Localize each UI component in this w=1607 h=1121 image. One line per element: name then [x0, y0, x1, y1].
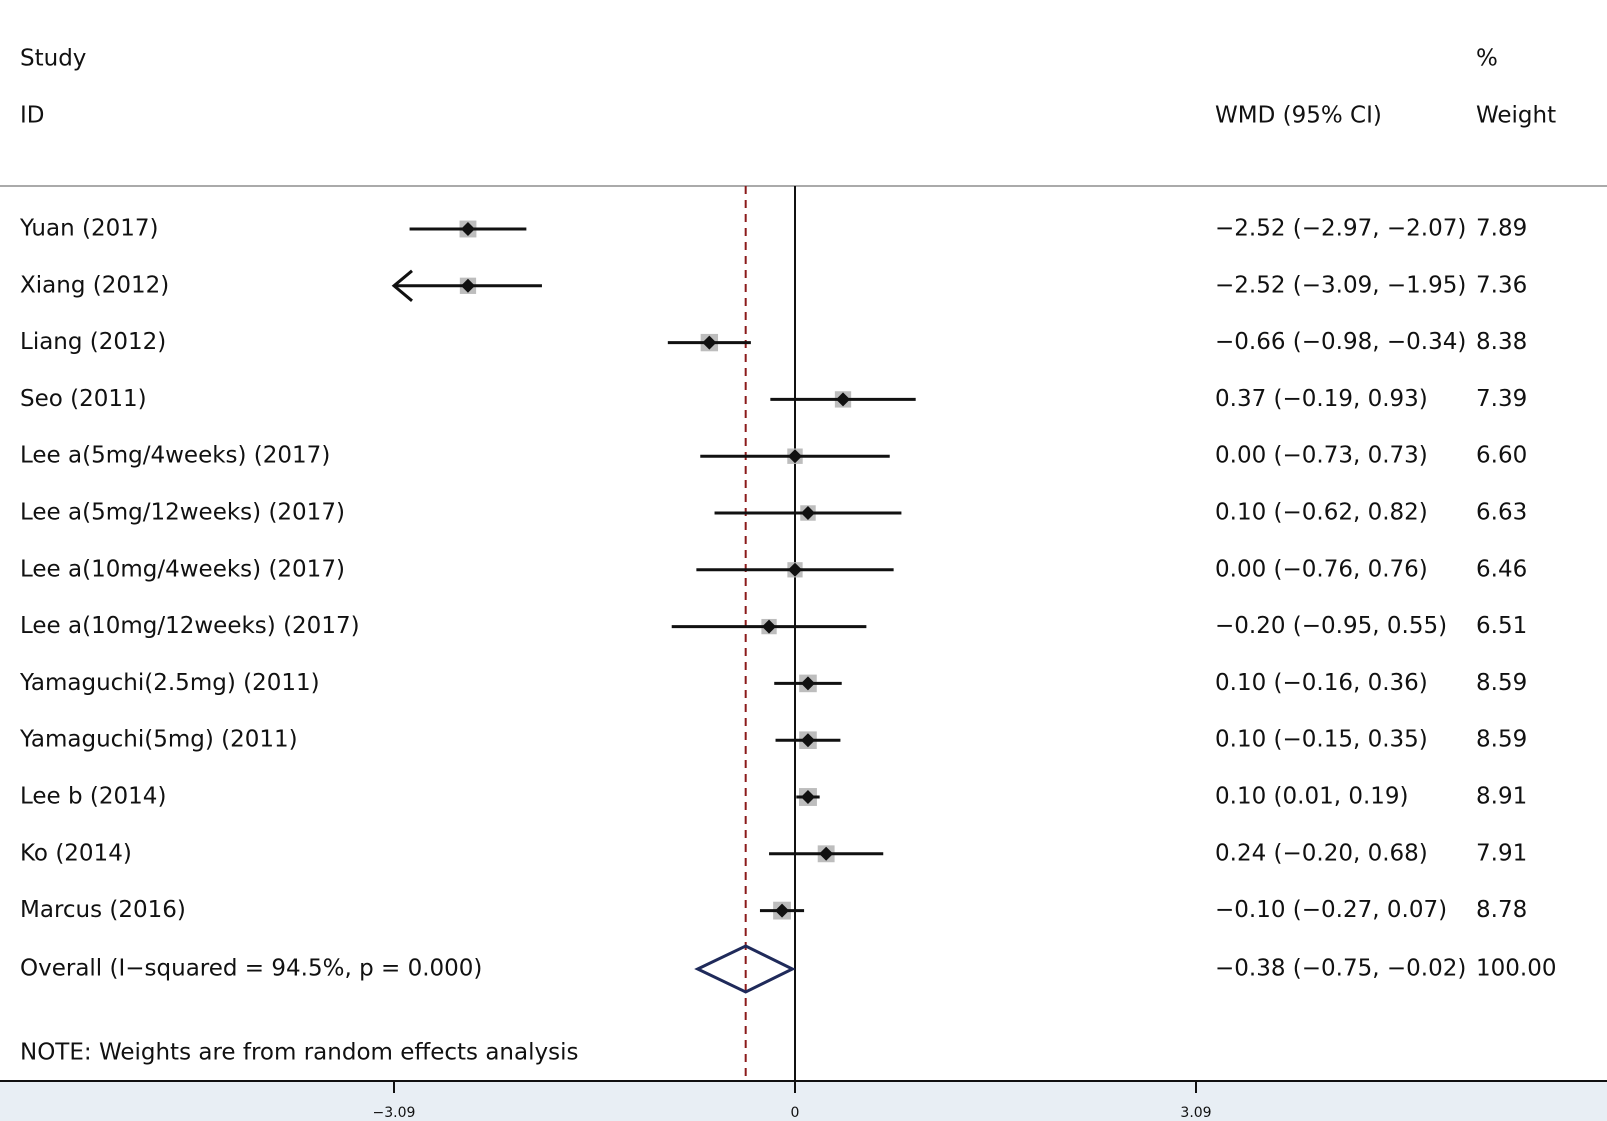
- weight-label: 7.89: [1476, 216, 1527, 242]
- header-percent: %: [1476, 46, 1498, 72]
- ci-label: −0.66 (−0.98, −0.34): [1215, 329, 1466, 355]
- ci-label: 0.00 (−0.76, 0.76): [1215, 556, 1428, 582]
- header-id: ID: [20, 103, 45, 129]
- weight-label: 8.38: [1476, 329, 1527, 355]
- overall-weight-label: 100.00: [1476, 956, 1556, 982]
- study-name: Lee a(10mg/4weeks) (2017): [20, 556, 345, 582]
- header-weight: Weight: [1476, 103, 1556, 129]
- ci-label: −0.20 (−0.95, 0.55): [1215, 613, 1447, 639]
- study-name: Yuan (2017): [19, 216, 158, 242]
- weight-label: 8.59: [1476, 727, 1527, 753]
- study-name: Xiang (2012): [20, 272, 169, 298]
- x-tick-label: −3.09: [373, 1105, 416, 1121]
- study-name: Yamaguchi(5mg) (2011): [19, 727, 298, 753]
- study-name: Seo (2011): [20, 386, 147, 412]
- weight-label: 8.59: [1476, 670, 1527, 696]
- point-estimate: [762, 619, 777, 634]
- overall-ci-label: −0.38 (−0.75, −0.02): [1215, 956, 1466, 982]
- ci-label: −0.10 (−0.27, 0.07): [1215, 897, 1447, 923]
- weight-label: 6.60: [1476, 443, 1527, 469]
- study-name: Lee a(5mg/12weeks) (2017): [20, 500, 345, 526]
- weight-label: 7.91: [1476, 840, 1527, 866]
- weight-label: 7.36: [1476, 272, 1527, 298]
- point-estimate: [836, 392, 851, 407]
- weight-label: 6.46: [1476, 556, 1527, 582]
- study-name: Yamaguchi(2.5mg) (2011): [19, 670, 320, 696]
- ci-label: 0.10 (0.01, 0.19): [1215, 784, 1409, 810]
- weight-label: 8.78: [1476, 897, 1527, 923]
- weight-label: 6.51: [1476, 613, 1527, 639]
- x-tick-label: 0: [791, 1105, 800, 1121]
- study-name: Lee a(10mg/12weeks) (2017): [20, 613, 360, 639]
- ci-label: −2.52 (−2.97, −2.07): [1215, 216, 1466, 242]
- overall-diamond: [694, 944, 796, 994]
- x-tick-label: 3.09: [1180, 1105, 1211, 1121]
- weight-label: 7.39: [1476, 386, 1527, 412]
- study-name: Ko (2014): [20, 840, 132, 866]
- ci-label: 0.10 (−0.62, 0.82): [1215, 500, 1428, 526]
- ci-label: 0.00 (−0.73, 0.73): [1215, 443, 1428, 469]
- ci-label: 0.24 (−0.20, 0.68): [1215, 840, 1428, 866]
- point-estimate: [800, 506, 815, 520]
- study-name: Lee b (2014): [20, 784, 166, 810]
- axis-band: [0, 1081, 1607, 1121]
- header-effect: WMD (95% CI): [1215, 103, 1382, 129]
- study-name: Marcus (2016): [20, 897, 186, 923]
- ci-label: 0.10 (−0.16, 0.36): [1215, 670, 1428, 696]
- point-estimate: [702, 335, 717, 350]
- point-estimate: [788, 449, 802, 464]
- point-estimate: [775, 903, 790, 918]
- weight-label: 8.91: [1476, 784, 1527, 810]
- ci-label: 0.37 (−0.19, 0.93): [1215, 386, 1428, 412]
- study-name: Lee a(5mg/4weeks) (2017): [20, 443, 330, 469]
- header-study: Study: [20, 46, 86, 72]
- point-estimate: [800, 733, 815, 748]
- ci-label: 0.10 (−0.15, 0.35): [1215, 727, 1428, 753]
- point-estimate: [460, 278, 475, 293]
- point-estimate: [800, 676, 815, 691]
- ci-label: −2.52 (−3.09, −1.95): [1215, 272, 1466, 298]
- ci-arrow: [391, 269, 413, 302]
- note: NOTE: Weights are from random effects an…: [20, 1040, 578, 1066]
- weight-label: 6.63: [1476, 500, 1527, 526]
- point-estimate: [460, 222, 475, 236]
- point-estimate: [788, 562, 802, 577]
- study-name: Liang (2012): [20, 329, 166, 355]
- point-estimate: [800, 790, 815, 804]
- overall-name: Overall (I−squared = 94.5%, p = 0.000): [20, 956, 482, 982]
- point-estimate: [819, 846, 834, 861]
